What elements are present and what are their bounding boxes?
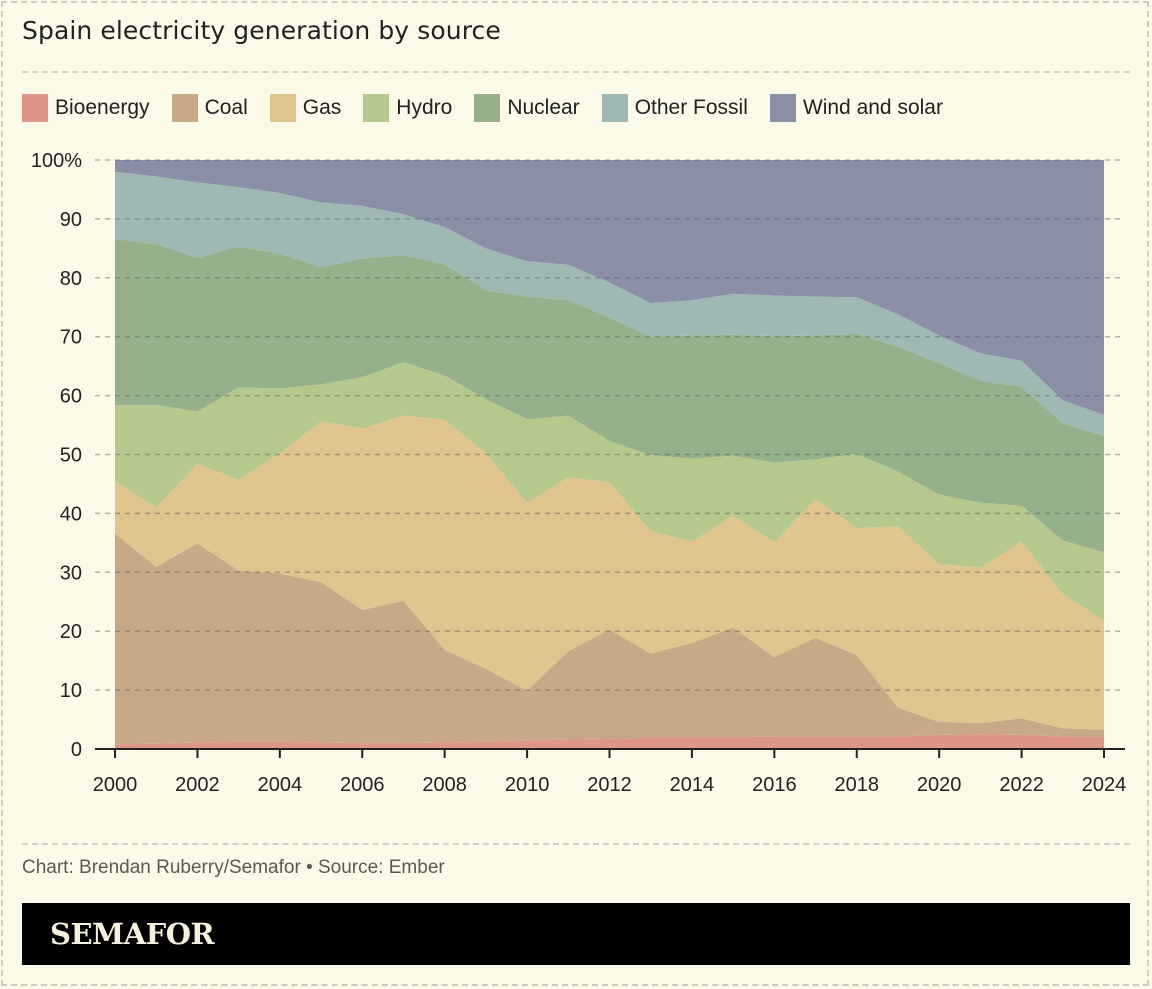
legend: Bioenergy Coal Gas Hydro Nuclear Other Fossil… [22,94,965,122]
area-hydro [115,362,1104,621]
legend-label: Other Fossil [634,96,748,119]
x-tick-label: 2020 [917,774,962,796]
y-tick-label: 20 [60,621,82,643]
footer-divider [22,843,1130,845]
y-tick-label: 30 [60,562,82,584]
legend-item-bioenergy: Bioenergy [22,94,150,122]
y-tick-label: 90 [60,209,82,231]
legend-item-hydro: Hydro [363,94,452,122]
x-tick-label: 2008 [422,774,467,796]
x-tick-label: 2014 [670,774,715,796]
x-tick-label: 2006 [340,774,385,796]
legend-item-other-fossil: Other Fossil [601,94,748,122]
x-tick-label: 2010 [505,774,550,796]
y-tick-label: 70 [60,327,82,349]
y-tick-label: 80 [60,268,82,290]
legend-swatch [769,94,796,122]
area-other-fossil [115,171,1104,436]
x-tick-label: 2000 [93,774,138,796]
legend-swatch [474,94,501,122]
y-tick-label: 60 [60,386,82,408]
legend-label: Hydro [396,96,453,119]
legend-item-coal: Coal [171,94,248,122]
x-tick-label: 2018 [835,774,880,796]
area-wind-and-solar [115,160,1104,415]
chart-title: Spain electricity generation by source [22,16,501,45]
legend-swatch [269,94,296,122]
legend-swatch [22,94,48,122]
x-tick-label: 2004 [258,774,303,796]
legend-item-gas: Gas [269,94,342,122]
x-tick-label: 2022 [999,774,1044,796]
brand-logo: SEMAFOR [50,917,215,951]
x-tick-label: 2024 [1082,774,1127,796]
area-nuclear [115,238,1104,553]
y-tick-label: 100% [31,150,82,172]
area-bioenergy [115,734,1104,749]
area-gas [115,415,1104,730]
stacked-area-chart: 0 10 20 30 40 50 60 70 80 90 100% 2000 2002 2004 2006… [31,150,1127,796]
x-tick-label: 2002 [175,774,220,796]
gridlines [95,159,1122,691]
x-tick-label: 2016 [752,774,797,796]
source-credit: Chart: Brendan Ruberry/Semafor • Source:… [22,857,445,878]
x-tick-label: 2012 [587,774,632,796]
legend-label: Coal [204,96,248,119]
y-tick-label: 50 [60,445,82,467]
legend-swatch [601,94,628,122]
y-tick-label: 40 [60,503,82,525]
legend-label: Wind and solar [802,96,943,119]
brand-bar: SEMAFOR [22,903,1130,965]
legend-label: Nuclear [507,96,580,119]
legend-label: Bioenergy [55,96,150,119]
area-layers [115,160,1104,749]
y-tick-label: 10 [60,680,82,702]
y-axis: 0 10 20 30 40 50 60 70 80 90 100% [31,150,82,761]
title-divider [22,71,1130,73]
legend-item-wind-and-solar: Wind and solar [769,94,943,122]
legend-swatch [171,94,198,122]
y-tick-label: 0 [71,739,82,761]
legend-swatch [363,94,390,122]
legend-label: Gas [302,96,342,119]
x-axis: 2000 2002 2004 2006 2008 2010 2012 2014 2016 2018… [93,748,1127,796]
area-coal [115,533,1104,745]
legend-item-nuclear: Nuclear [474,94,580,122]
